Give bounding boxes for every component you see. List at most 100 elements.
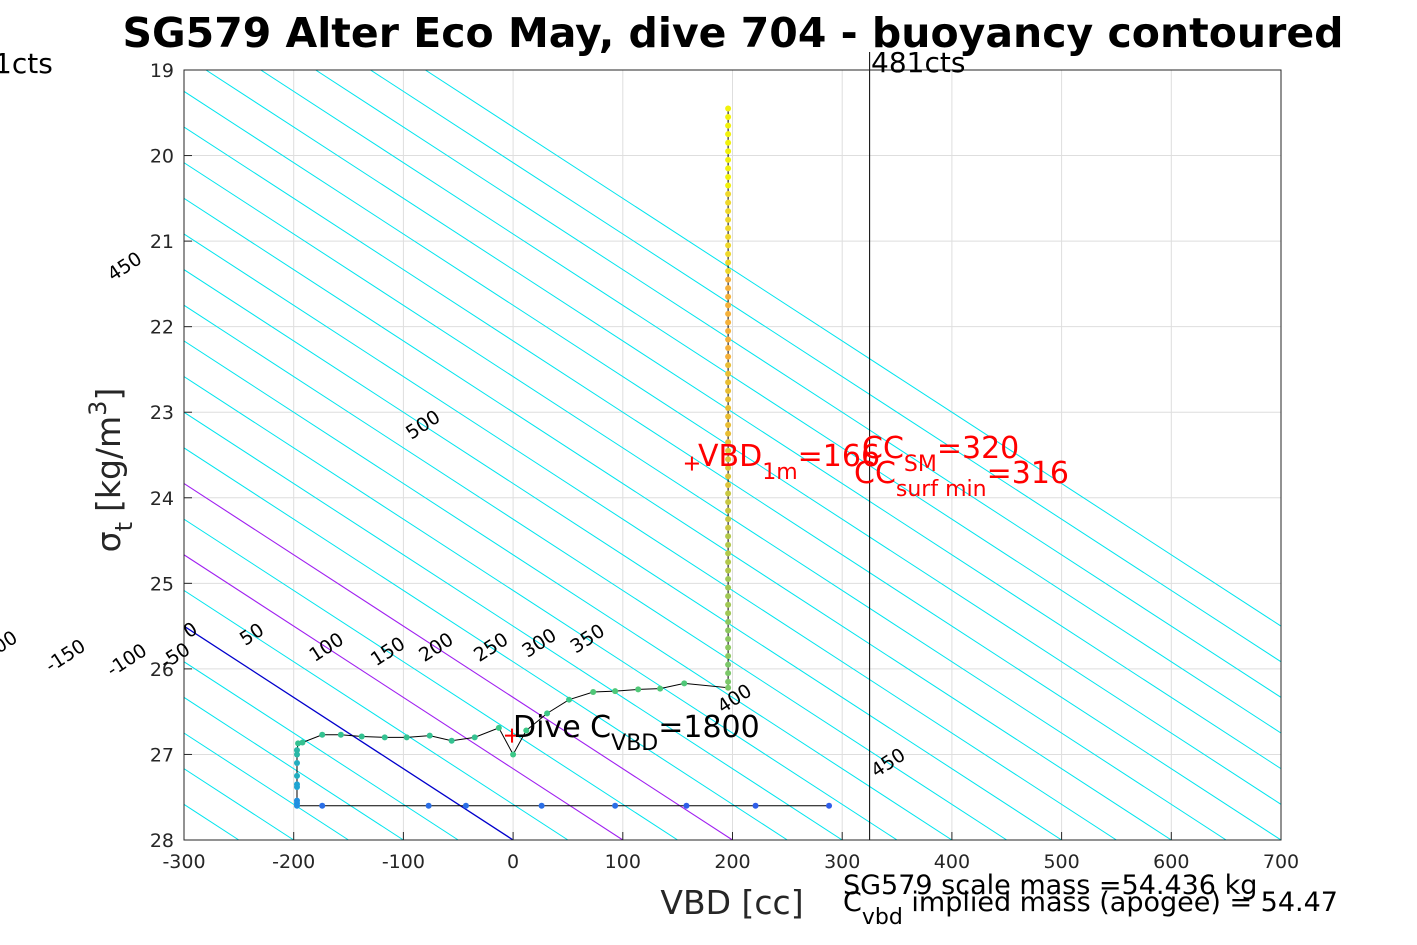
data-point	[725, 310, 732, 317]
vbd-1m-value: =166	[798, 439, 880, 474]
data-point	[725, 362, 732, 369]
data-point	[725, 635, 732, 642]
data-point	[358, 733, 365, 740]
y-tick-label: 22	[150, 317, 174, 339]
y-tick-label: 21	[150, 231, 174, 253]
data-point	[725, 541, 732, 548]
implied-mass-text: implied mass (apogee) = 54.47	[903, 887, 1338, 918]
y-axis-label-unit: [kg/m	[89, 416, 128, 512]
data-point	[681, 680, 688, 687]
y-axis-label-symbol: σ	[89, 531, 128, 552]
dive-cvbd-prefix: Dive C	[513, 710, 611, 745]
data-point	[403, 734, 410, 741]
data-point	[566, 696, 573, 703]
data-point	[826, 802, 833, 809]
data-point	[725, 131, 732, 138]
data-point	[725, 156, 732, 163]
vbd-1m-sub: 1m	[762, 460, 797, 485]
data-point	[725, 293, 732, 300]
data-point	[725, 618, 732, 625]
vbd-1m-marker	[684, 456, 699, 471]
data-point	[319, 731, 326, 738]
scale-mass-annotation: SG579 scale mass =54.436 kg	[843, 870, 1257, 901]
vbd-1m-annotation: VBD1m=166	[698, 439, 880, 485]
x-tick-label: -200	[272, 851, 315, 873]
dive-cvbd-sub: VBD	[611, 731, 658, 756]
x-tick-label: 200	[714, 851, 750, 873]
contour-line	[184, 447, 788, 840]
data-point	[725, 499, 732, 506]
data-point	[725, 644, 732, 651]
data-point	[293, 802, 300, 809]
x-tick-label: -300	[162, 851, 205, 873]
contour-label: -200	[0, 627, 22, 669]
contour-line	[184, 589, 569, 840]
data-point	[426, 732, 433, 739]
data-point	[725, 345, 732, 352]
data-point	[725, 353, 732, 360]
data-point	[448, 737, 455, 744]
data-point	[725, 191, 732, 198]
data-point	[725, 507, 732, 514]
top-right-counts-label: 481cts	[871, 46, 965, 79]
y-tick-label: 28	[150, 830, 174, 852]
data-point	[725, 653, 732, 660]
data-point	[725, 302, 732, 309]
y-tick-label: 26	[150, 659, 174, 681]
data-point	[510, 751, 517, 758]
vbd-1m-prefix: VBD	[698, 439, 762, 474]
cc-sm-annotation: CCSM=320	[862, 431, 1019, 477]
cc-sm-prefix: CC	[862, 431, 904, 466]
data-point	[657, 685, 664, 692]
data-point	[725, 584, 732, 591]
y-axis-label-sub: t	[110, 522, 138, 531]
cc-surf-min-annotation: CCsurf min=316	[854, 456, 1069, 502]
data-point	[462, 802, 469, 809]
axis-ticks: -300 -200 -100 0 100 200 300 400 500 600 700 19 20 21…	[150, 60, 1299, 873]
x-tick-label: 100	[605, 851, 641, 873]
data-point	[725, 439, 732, 446]
data-point	[725, 173, 732, 180]
data-point	[495, 724, 502, 731]
data-point	[295, 740, 302, 747]
data-point	[725, 259, 732, 266]
data-point	[725, 473, 732, 480]
y-tick-label: 27	[150, 744, 174, 766]
data-point	[725, 661, 732, 668]
data-point	[725, 610, 732, 617]
data-point	[725, 464, 732, 471]
contour-line	[315, 70, 1281, 699]
data-point	[293, 747, 300, 754]
dive-cvbd-annotation: Dive CVBD=1800	[513, 710, 760, 756]
dive-cvbd-value: =1800	[658, 710, 759, 745]
data-point	[725, 327, 732, 334]
data-point	[725, 165, 732, 172]
data-point	[725, 413, 732, 420]
data-point	[725, 199, 732, 206]
contour-line	[184, 554, 624, 840]
data-point	[725, 558, 732, 565]
data-point	[725, 387, 732, 394]
contour-line	[205, 70, 1281, 770]
data-point	[725, 684, 732, 691]
data-point	[725, 576, 732, 583]
data-point	[725, 567, 732, 574]
x-tick-label: 300	[824, 851, 860, 873]
data-point	[725, 225, 732, 232]
contour-label: 450	[104, 248, 146, 286]
data-point	[725, 422, 732, 429]
data-point	[725, 105, 732, 112]
top-left-counts-label: 1cts	[0, 47, 53, 80]
data-point	[725, 370, 732, 377]
chart-title: SG579 Alter Eco May, dive 704 - buoyancy…	[122, 9, 1343, 57]
contour-line	[184, 269, 1062, 840]
y-tick-label: 24	[150, 488, 174, 510]
data-point	[425, 802, 432, 809]
buoyancy-contours	[184, 70, 1281, 840]
contour-line	[184, 625, 514, 840]
data-point	[725, 268, 732, 275]
data-point	[725, 336, 732, 343]
cc-surf-value: =316	[987, 456, 1069, 491]
contour-line	[184, 162, 1227, 840]
